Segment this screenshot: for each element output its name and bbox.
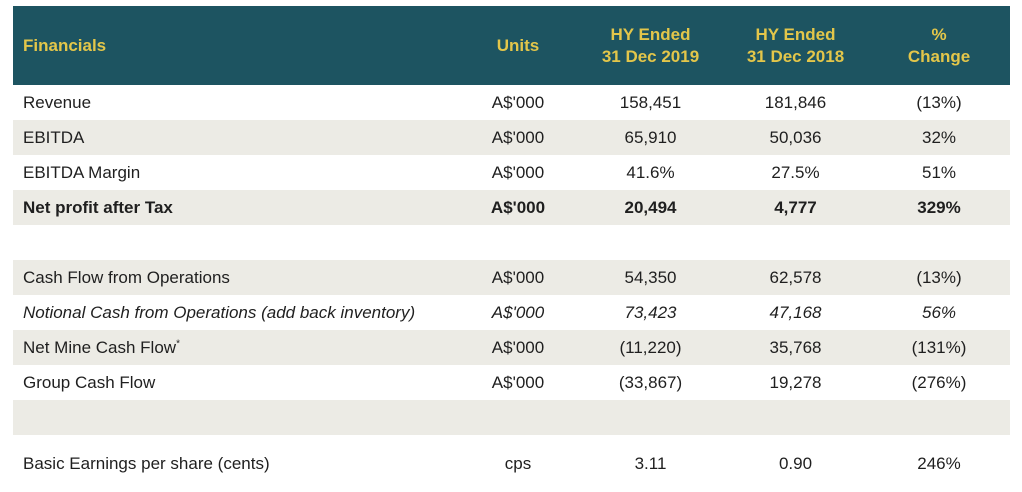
- row-hy-2019: (33,867): [618, 372, 683, 392]
- row-hy-2018: 0.90: [778, 453, 813, 473]
- row-change: (13%): [916, 92, 962, 112]
- row-units: cps: [504, 453, 532, 473]
- row-units: A$'000: [491, 337, 545, 357]
- row-change: 56%: [921, 302, 957, 322]
- row-label: Group Cash Flow: [23, 372, 156, 392]
- row-change: (131%): [911, 337, 967, 357]
- header-hy-2019-line1: HY Ended: [610, 24, 691, 44]
- header-hy-2018: HY Ended 31 Dec 2018: [723, 6, 868, 85]
- row-hy-2019: 20,494: [624, 197, 677, 217]
- header-financials: Financials: [23, 35, 107, 55]
- table-row-group-cash-flow: Group Cash Flow A$'000 (33,867) 19,278 (…: [13, 365, 1010, 400]
- row-hy-2019: 41.6%: [626, 162, 675, 182]
- table-row-ebitda: EBITDA A$'000 65,910 50,036 32%: [13, 120, 1010, 155]
- row-label: EBITDA: [23, 127, 85, 147]
- row-hy-2018: 47,168: [769, 302, 822, 322]
- row-hy-2019: 73,423: [624, 302, 677, 322]
- header-change-line2: Change: [907, 46, 971, 66]
- row-hy-2019: 54,350: [624, 267, 677, 287]
- row-units: A$'000: [491, 92, 545, 112]
- row-change: (276%): [911, 372, 967, 392]
- table-spacer-row: [13, 225, 1010, 260]
- row-label: Revenue: [23, 92, 92, 112]
- row-units: A$'000: [491, 127, 545, 147]
- row-change: 32%: [921, 127, 957, 147]
- row-label: Notional Cash from Operations (add back …: [23, 302, 416, 322]
- row-hy-2018: 50,036: [769, 127, 822, 147]
- row-change: 329%: [917, 197, 961, 217]
- row-hy-2018: 19,278: [769, 372, 822, 392]
- header-percent-change: % Change: [868, 6, 1010, 85]
- header-hy-2018-line1: HY Ended: [755, 24, 836, 44]
- row-hy-2018: 35,768: [769, 337, 822, 357]
- table-row-ebitda-margin: EBITDA Margin A$'000 41.6% 27.5% 51%: [13, 155, 1010, 190]
- header-hy-2019: HY Ended 31 Dec 2019: [578, 6, 723, 85]
- row-label: Net profit after Tax: [23, 197, 173, 217]
- table-row-net-mine-cash-flow: Net Mine Cash Flow* A$'000 (11,220) 35,7…: [13, 330, 1010, 365]
- spacer-cell: [13, 400, 1010, 435]
- financials-table: Financials Units HY Ended 31 Dec 2019 HY…: [13, 6, 1010, 492]
- row-units: A$'000: [491, 162, 545, 182]
- row-change: 51%: [921, 162, 957, 182]
- row-hy-2019: 3.11: [634, 453, 667, 473]
- row-units: A$'000: [491, 267, 545, 287]
- table-row-cash-flow-operations: Cash Flow from Operations A$'000 54,350 …: [13, 260, 1010, 295]
- table-row-net-profit: Net profit after Tax A$'000 20,494 4,777…: [13, 190, 1010, 225]
- header-hy-2018-line2: 31 Dec 2018: [746, 46, 845, 66]
- row-change: 246%: [917, 453, 961, 473]
- table-row-revenue: Revenue A$'000 158,451 181,846 (13%): [13, 85, 1010, 120]
- row-hy-2019: (11,220): [619, 337, 682, 357]
- header-hy-2019-line2: 31 Dec 2019: [601, 46, 700, 66]
- header-units: Units: [496, 35, 540, 55]
- row-units: A$'000: [491, 372, 545, 392]
- row-hy-2018: 4,777: [774, 197, 817, 217]
- row-label-text: Net Mine Cash Flow: [23, 337, 177, 357]
- table-header-row: Financials Units HY Ended 31 Dec 2019 HY…: [13, 6, 1010, 85]
- row-hy-2018: 62,578: [769, 267, 822, 287]
- row-label: Basic Earnings per share (cents): [23, 453, 270, 473]
- table-row-basic-eps: Basic Earnings per share (cents) cps 3.1…: [13, 435, 1010, 492]
- row-units: A$'000: [490, 197, 546, 217]
- row-hy-2019: 65,910: [624, 127, 677, 147]
- row-label: Cash Flow from Operations: [23, 267, 230, 287]
- row-hy-2018: 181,846: [764, 92, 827, 112]
- spacer-cell: [13, 225, 1010, 260]
- header-change-line1: %: [931, 24, 947, 44]
- footnote-marker: *: [176, 337, 180, 349]
- table-spacer-row: [13, 400, 1010, 435]
- row-hy-2018: 27.5%: [771, 162, 820, 182]
- table-row-notional-cash: Notional Cash from Operations (add back …: [13, 295, 1010, 330]
- row-label: EBITDA Margin: [23, 162, 141, 182]
- row-label: Net Mine Cash Flow*: [13, 330, 458, 365]
- row-hy-2019: 158,451: [619, 92, 682, 112]
- row-change: (13%): [916, 267, 962, 287]
- financials-table-container: Financials Units HY Ended 31 Dec 2019 HY…: [13, 6, 1010, 492]
- row-units: A$'000: [491, 302, 545, 322]
